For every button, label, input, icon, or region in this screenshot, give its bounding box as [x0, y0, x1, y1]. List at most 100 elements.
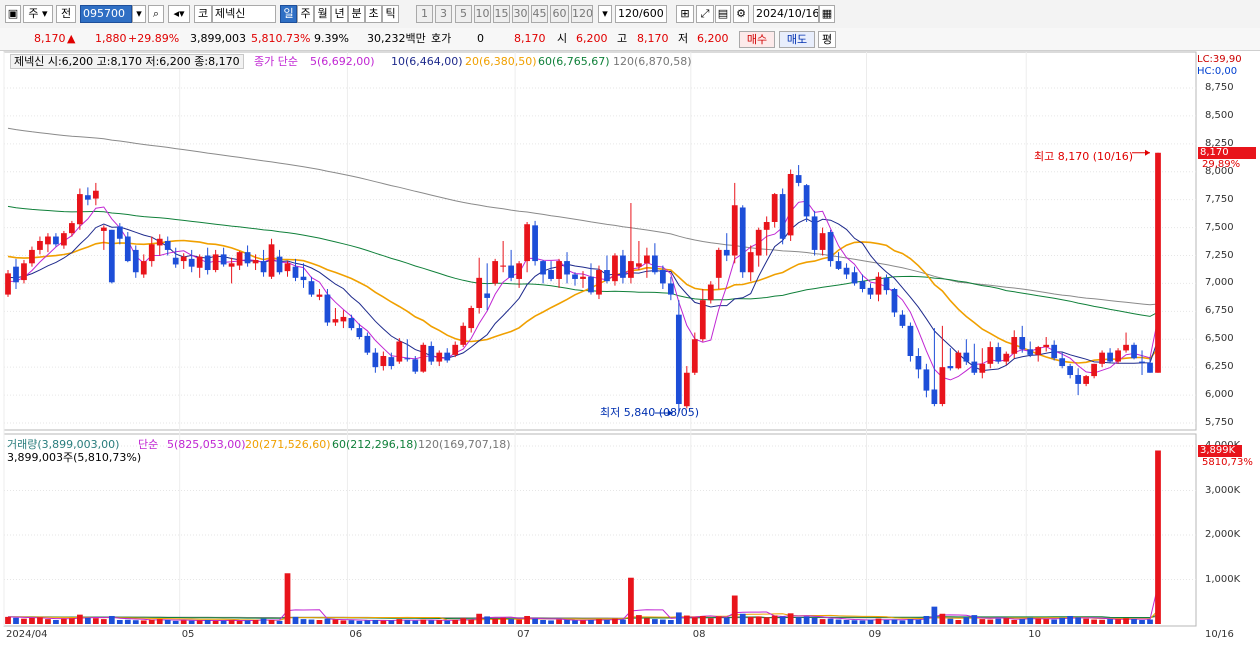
period-button[interactable]: 년: [331, 5, 348, 23]
interval-button[interactable]: 5: [455, 5, 472, 23]
draw-tool-icon[interactable]: ⤢: [696, 5, 714, 23]
date-field[interactable]: 2024/10/16: [753, 5, 819, 23]
candle-body: [132, 249, 139, 273]
period-button[interactable]: 분: [348, 5, 365, 23]
speaker-icon[interactable]: ◂▾: [168, 5, 190, 23]
count-field[interactable]: 120/600: [615, 5, 667, 23]
volume-bar: [476, 613, 483, 624]
candle-body: [620, 255, 626, 278]
candle-body: [380, 356, 387, 367]
volume-bar: [13, 617, 19, 624]
volume-bar: [300, 619, 307, 624]
eval-button[interactable]: 평: [818, 31, 836, 48]
lc-label: LC:39,90: [1197, 54, 1242, 65]
gear-icon[interactable]: ⚙: [733, 5, 749, 23]
volume-bar: [636, 615, 642, 624]
interval-button[interactable]: 30: [512, 5, 529, 23]
hoga-price: 8,170: [514, 32, 546, 45]
candle-body: [468, 307, 475, 329]
count-dropdown-icon[interactable]: ▾: [598, 5, 612, 23]
indicator-icon[interactable]: ⊞: [676, 5, 694, 23]
calendar-icon[interactable]: ▦: [819, 5, 835, 23]
candle-body: [340, 316, 347, 322]
stock-code-input[interactable]: 095700: [80, 5, 132, 23]
candle-body: [739, 207, 746, 273]
interval-button[interactable]: 120: [571, 5, 593, 23]
volume-bar: [324, 618, 331, 624]
code-dropdown-icon[interactable]: ▾: [132, 5, 146, 23]
candle-body: [771, 194, 778, 222]
volume-bar: [116, 619, 123, 624]
interval-button[interactable]: 45: [531, 5, 548, 23]
volume-bar: [683, 615, 690, 624]
volume-tick: 1,000K: [1205, 573, 1241, 585]
price-tick: 6,500: [1205, 333, 1234, 345]
candle-body: [652, 255, 658, 273]
date-label: 07: [517, 629, 530, 640]
volume-bar: [1003, 618, 1010, 624]
candle-body: [532, 225, 538, 262]
price-legend-title: 종가 단순: [254, 55, 298, 68]
volume-bar: [172, 620, 179, 624]
candle-body: [628, 261, 634, 278]
volume-pct: 5,810.73%: [251, 32, 311, 45]
volume-bar: [404, 620, 411, 624]
candle-body: [156, 238, 163, 246]
volume-bar: [84, 617, 91, 624]
candle-body: [1003, 353, 1010, 362]
volume-bar: [987, 619, 994, 624]
candle-body: [675, 314, 682, 405]
volume-bar: [835, 619, 842, 624]
candle-body: [955, 352, 962, 369]
period-button[interactable]: 틱: [382, 5, 399, 23]
volume-bar: [715, 616, 722, 624]
window-menu-icon[interactable]: ▣: [5, 5, 21, 23]
period-button[interactable]: 주: [297, 5, 314, 23]
volume-bar: [1011, 619, 1018, 624]
candle-body: [412, 359, 419, 372]
volume-bar: [236, 620, 243, 624]
candle-body: [84, 195, 91, 200]
volume-bar: [963, 617, 970, 624]
stock-name-field[interactable]: 제넥신: [212, 5, 276, 23]
interval-button[interactable]: 10: [474, 5, 491, 23]
candle-body: [707, 284, 714, 301]
prev-select[interactable]: 전: [56, 5, 76, 23]
candle-body: [436, 352, 443, 362]
volume-bar: [260, 618, 267, 624]
volume-bar: [61, 618, 67, 624]
high-arrowhead-icon: [1145, 149, 1150, 156]
candle-body: [939, 367, 946, 405]
candle-body: [995, 347, 1002, 362]
search-icon[interactable]: ⌕: [148, 5, 164, 23]
volume-bar: [572, 620, 578, 624]
interval-button[interactable]: 3: [435, 5, 452, 23]
save-icon[interactable]: ▤: [715, 5, 731, 23]
interval-button[interactable]: 15: [493, 5, 510, 23]
interval-button[interactable]: 60: [550, 5, 569, 23]
volume-bar: [77, 614, 83, 624]
volume-bar: [675, 612, 682, 624]
candle-body: [779, 194, 786, 239]
period-button[interactable]: 월: [314, 5, 331, 23]
volume-bar: [1147, 619, 1153, 624]
interval-button[interactable]: 1: [416, 5, 433, 23]
volume-bar: [564, 619, 570, 624]
candle-body: [228, 263, 235, 267]
hoga-label: 호가: [431, 32, 452, 45]
quote-bar: 8,170 ▲ 1,880 +29.89% 3,899,003 5,810.73…: [0, 28, 1260, 51]
volume-bar: [588, 619, 594, 624]
buy-button[interactable]: 매수: [739, 31, 775, 48]
candle-body: [1011, 337, 1018, 354]
candle-body: [100, 227, 107, 231]
volume-bar: [29, 617, 35, 624]
period-button[interactable]: 초: [365, 5, 382, 23]
volume-bar: [204, 619, 211, 624]
type-select[interactable]: 주 ▾: [23, 5, 53, 23]
volume-bar: [484, 616, 491, 624]
period-button[interactable]: 일: [280, 5, 297, 23]
candle-body: [476, 277, 483, 308]
sell-button[interactable]: 매도: [779, 31, 815, 48]
volume-bar: [763, 617, 770, 624]
